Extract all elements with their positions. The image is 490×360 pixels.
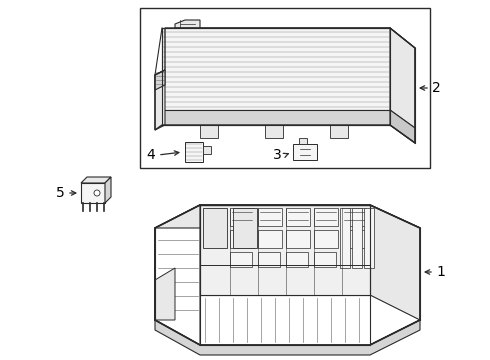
- Polygon shape: [233, 208, 257, 248]
- Polygon shape: [293, 144, 317, 160]
- Polygon shape: [230, 230, 254, 248]
- Polygon shape: [200, 125, 218, 138]
- Polygon shape: [299, 138, 307, 144]
- Polygon shape: [203, 208, 227, 248]
- Polygon shape: [314, 252, 336, 267]
- Polygon shape: [200, 205, 370, 295]
- Polygon shape: [105, 177, 111, 203]
- Text: 5: 5: [56, 186, 65, 200]
- Polygon shape: [162, 28, 390, 110]
- Polygon shape: [390, 28, 415, 128]
- Polygon shape: [162, 110, 390, 125]
- Polygon shape: [265, 125, 283, 138]
- Polygon shape: [342, 208, 366, 226]
- Polygon shape: [230, 208, 254, 226]
- Polygon shape: [258, 252, 280, 267]
- Polygon shape: [185, 28, 415, 48]
- Polygon shape: [314, 208, 338, 226]
- Polygon shape: [258, 230, 282, 248]
- Polygon shape: [155, 205, 420, 345]
- Polygon shape: [155, 268, 175, 320]
- Polygon shape: [230, 252, 252, 267]
- Polygon shape: [155, 205, 200, 320]
- Polygon shape: [175, 20, 200, 28]
- Polygon shape: [155, 70, 165, 90]
- Text: 2: 2: [432, 81, 441, 95]
- Polygon shape: [342, 230, 366, 248]
- Polygon shape: [155, 70, 165, 130]
- Polygon shape: [200, 295, 370, 345]
- Polygon shape: [185, 142, 203, 162]
- Polygon shape: [286, 208, 310, 226]
- Polygon shape: [203, 146, 211, 154]
- Text: 4: 4: [146, 148, 155, 162]
- Polygon shape: [352, 208, 362, 268]
- Polygon shape: [314, 230, 338, 248]
- Polygon shape: [370, 205, 420, 320]
- Polygon shape: [340, 208, 350, 268]
- Circle shape: [94, 190, 100, 196]
- Polygon shape: [286, 252, 308, 267]
- Polygon shape: [81, 177, 111, 183]
- Polygon shape: [286, 230, 310, 248]
- Polygon shape: [155, 320, 420, 355]
- Polygon shape: [81, 183, 105, 203]
- Bar: [140, 8, 430, 168]
- Text: 3: 3: [273, 148, 282, 162]
- Polygon shape: [390, 110, 415, 143]
- Polygon shape: [330, 125, 348, 138]
- Text: 1: 1: [436, 265, 445, 279]
- Polygon shape: [155, 228, 200, 345]
- Polygon shape: [258, 208, 282, 226]
- Polygon shape: [364, 208, 374, 268]
